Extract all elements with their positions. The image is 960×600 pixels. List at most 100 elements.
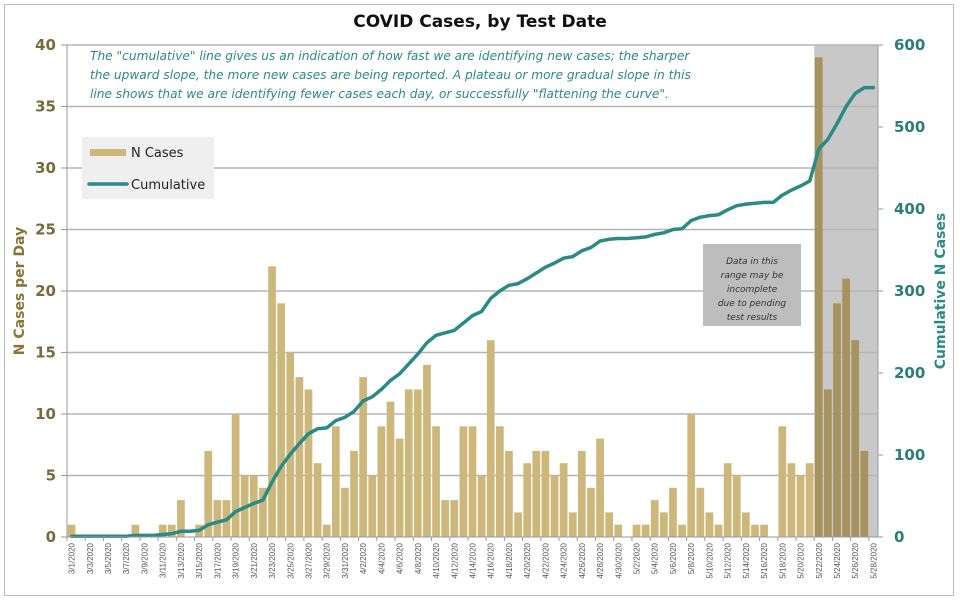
x-tick-label: 5/12/2020 — [724, 542, 733, 578]
note-box — [703, 244, 801, 326]
x-tick-label: 3/1/2020 — [68, 542, 77, 574]
chart-frame — [4, 4, 954, 596]
bar-5-12-2020 — [723, 463, 732, 537]
bar-4-30-2020 — [614, 524, 623, 537]
y-axis-left-label: N Cases per Day — [12, 227, 28, 355]
bar-3-1-2020 — [67, 524, 76, 537]
note-line: range may be — [721, 271, 784, 281]
bar-5-8-2020 — [687, 414, 696, 537]
x-tick-label: 5/2/2020 — [633, 542, 642, 574]
bar-4-8-2020 — [413, 389, 422, 537]
bar-4-14-2020 — [468, 426, 477, 537]
x-tick-label: 3/21/2020 — [250, 542, 259, 578]
bar-5-27-2020 — [860, 450, 869, 537]
x-tick-label: 3/17/2020 — [213, 542, 222, 578]
bar-3-30-2020 — [331, 426, 340, 537]
note-line: Data in this — [726, 257, 778, 267]
cumulative-line-layer — [69, 85, 876, 538]
bar-5-21-2020 — [805, 463, 814, 537]
y-left-tick-label: 35 — [35, 98, 56, 116]
x-tick-label: 4/14/2020 — [469, 542, 478, 578]
note-line: incomplete — [727, 285, 778, 295]
bar-4-2-2020 — [359, 377, 368, 537]
bar-5-2-2020 — [632, 524, 641, 537]
y-left-tick-label: 10 — [35, 405, 56, 423]
x-tick-label: 3/13/2020 — [177, 542, 186, 578]
x-tick-label: 5/22/2020 — [815, 542, 824, 578]
legend-swatch-n-cases — [90, 149, 126, 156]
bar-4-20-2020 — [523, 463, 532, 537]
bar-5-25-2020 — [842, 278, 850, 537]
x-tick-label: 5/20/2020 — [797, 542, 806, 578]
bar-4-24-2020 — [559, 463, 568, 537]
legend-box — [82, 137, 214, 199]
x-tick-label: 3/7/2020 — [122, 542, 131, 574]
bar-5-24-2020 — [833, 303, 841, 537]
y-right-tick-label: 500 — [894, 118, 925, 136]
y-right-tick-label: 300 — [894, 282, 925, 300]
x-tick-label: 5/10/2020 — [705, 542, 714, 578]
legend-label-n-cases: N Cases — [131, 146, 184, 161]
bar-3-24-2020 — [277, 303, 285, 537]
x-tick-label: 5/4/2020 — [651, 542, 660, 574]
y-right-tick-label: 400 — [894, 200, 925, 218]
gridlines — [67, 44, 878, 477]
axes: 051015202530354001002003004005006003/1/2… — [35, 36, 925, 579]
x-tick-label: 5/18/2020 — [778, 542, 787, 578]
x-tick-label: 3/15/2020 — [195, 542, 204, 578]
bar-3-22-2020 — [259, 487, 267, 537]
bar-4-6-2020 — [395, 438, 404, 537]
bar-4-23-2020 — [550, 475, 559, 537]
chart-title: COVID Cases, by Test Date — [353, 12, 607, 32]
bar-3-17-2020 — [213, 500, 222, 537]
bar-5-22-2020 — [814, 57, 823, 538]
y-left-tick-label: 25 — [35, 221, 56, 239]
y-left-tick-label: 40 — [35, 36, 56, 54]
x-tick-label: 5/28/2020 — [869, 542, 878, 578]
x-tick-label: 5/6/2020 — [669, 542, 678, 574]
annotation-line: line shows that we are identifying fewer… — [90, 87, 669, 101]
bar-5-11-2020 — [714, 524, 723, 537]
bar-4-9-2020 — [423, 364, 431, 537]
bar-3-26-2020 — [295, 377, 304, 537]
legend: N Cases Cumulative — [82, 137, 214, 199]
bar-5-7-2020 — [678, 524, 686, 537]
bar-4-4-2020 — [377, 426, 386, 537]
x-tick-label: 4/28/2020 — [596, 542, 605, 578]
y-left-tick-label: 0 — [46, 528, 56, 546]
x-tick-label: 5/14/2020 — [742, 542, 751, 578]
bar-5-9-2020 — [696, 487, 705, 537]
bar-4-1-2020 — [350, 450, 358, 537]
x-tick-label: 4/24/2020 — [560, 542, 569, 578]
bar-5-26-2020 — [851, 340, 860, 537]
x-tick-label: 4/8/2020 — [414, 542, 423, 574]
bar-4-15-2020 — [477, 475, 486, 537]
bar-5-16-2020 — [760, 524, 768, 537]
bars — [67, 57, 869, 538]
bar-5-6-2020 — [669, 487, 677, 537]
x-tick-label: 5/26/2020 — [851, 542, 860, 578]
bar-3-19-2020 — [231, 414, 240, 537]
x-tick-label: 3/5/2020 — [104, 542, 113, 574]
bar-3-21-2020 — [249, 475, 258, 537]
x-tick-label: 5/16/2020 — [760, 542, 769, 578]
bar-3-12-2020 — [167, 524, 176, 537]
bar-4-28-2020 — [596, 438, 604, 537]
x-tick-label: 4/10/2020 — [432, 542, 441, 578]
y-right-tick-label: 100 — [894, 446, 925, 464]
bar-5-10-2020 — [705, 512, 714, 537]
bar-3-16-2020 — [204, 450, 213, 537]
x-tick-label: 3/23/2020 — [268, 542, 277, 578]
bar-5-14-2020 — [742, 512, 750, 537]
bar-4-3-2020 — [368, 475, 377, 537]
bar-4-5-2020 — [386, 401, 395, 537]
x-tick-label: 4/18/2020 — [505, 542, 514, 578]
annotation-line: The "cumulative" line gives us an indica… — [90, 49, 690, 63]
x-tick-label: 4/12/2020 — [450, 542, 459, 578]
bar-3-23-2020 — [268, 266, 276, 537]
bar-4-21-2020 — [532, 450, 541, 537]
bar-5-4-2020 — [650, 500, 659, 537]
x-tick-label: 3/29/2020 — [323, 542, 332, 578]
y-right-tick-label: 0 — [894, 528, 904, 546]
